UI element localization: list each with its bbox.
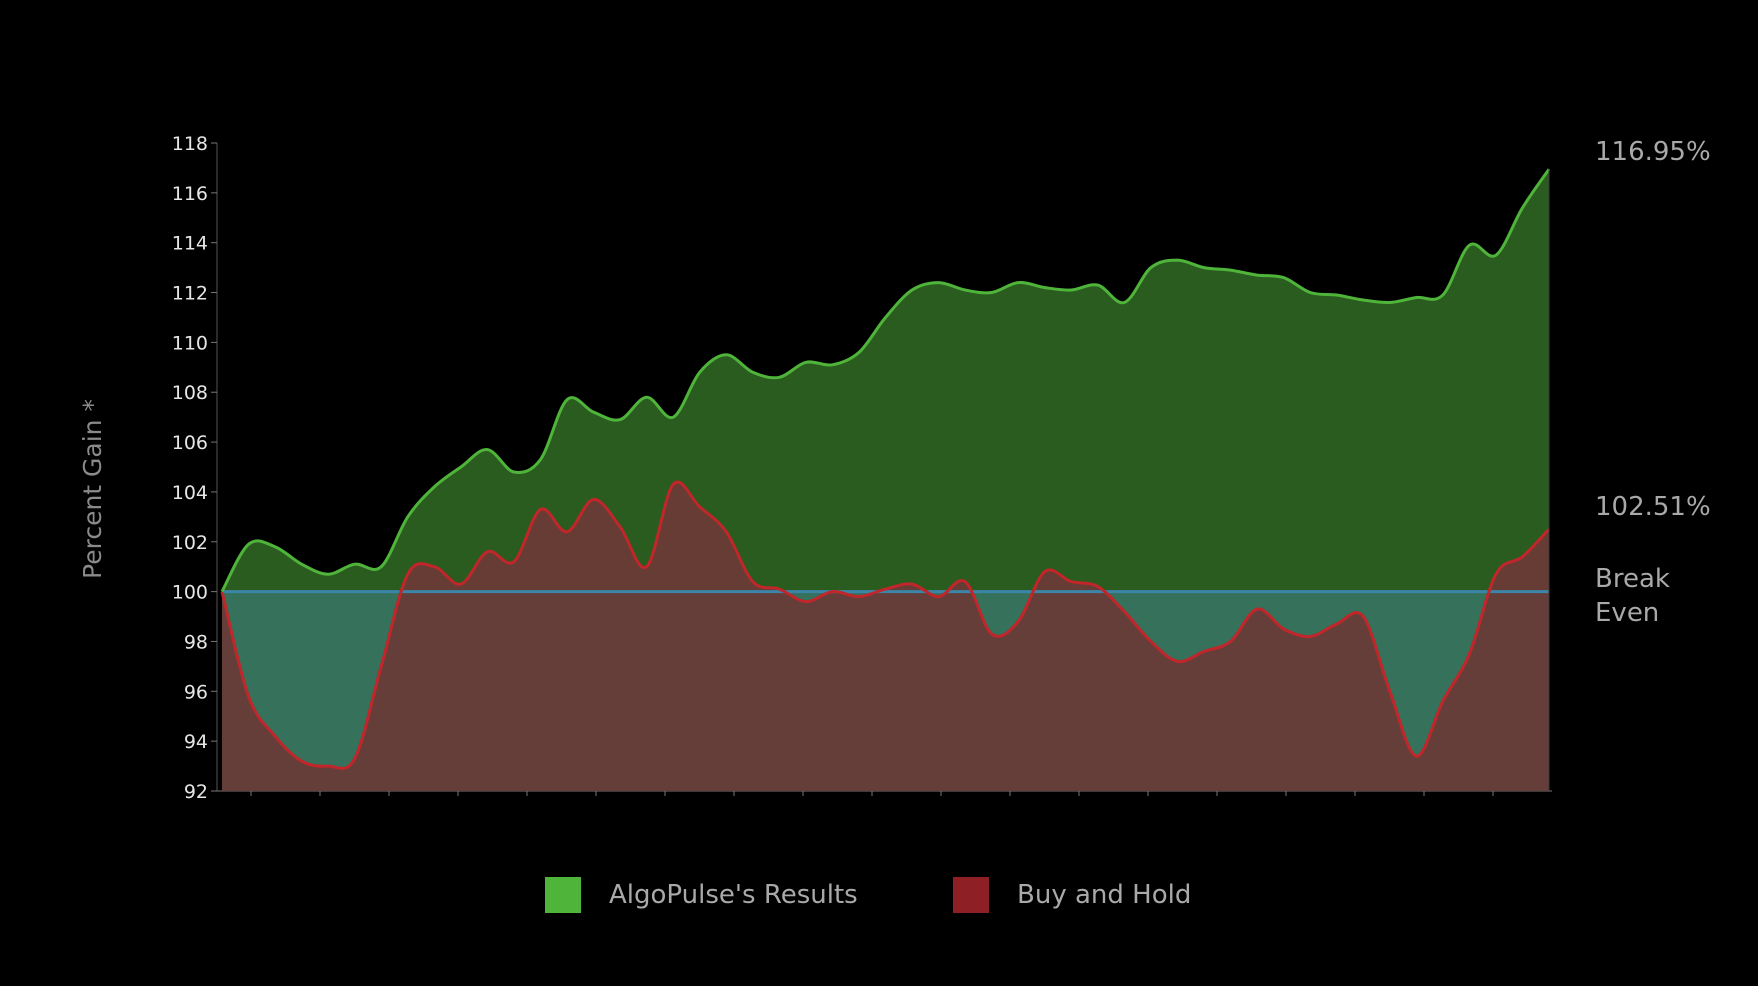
- algopulse-line: [220, 168, 1551, 593]
- legend-item-algopulse: AlgoPulse's Results: [545, 877, 858, 913]
- y-tick-label: 100: [172, 582, 208, 604]
- y-tick-label: 92: [184, 781, 208, 803]
- y-tick-label: 96: [184, 681, 208, 703]
- y-axis-label: Percent Gain *: [78, 399, 107, 579]
- y-tick-label: 112: [172, 283, 208, 305]
- legend-label-algopulse: AlgoPulse's Results: [609, 880, 858, 910]
- y-tick-label: 114: [172, 233, 208, 255]
- legend-swatch-buy-hold: [953, 877, 989, 913]
- break-even-label-line1: Break: [1595, 564, 1670, 594]
- buy-hold-line: [220, 480, 1551, 770]
- x-axis: [217, 790, 1552, 796]
- buy-hold-area: [222, 482, 1549, 791]
- buy-hold-end-label: 102.51%: [1595, 492, 1711, 522]
- legend-label-buy-hold: Buy and Hold: [1017, 880, 1192, 910]
- algopulse-end-label: 116.95%: [1595, 137, 1711, 167]
- break-even-label-line2: Even: [1595, 598, 1659, 628]
- y-tick-label: 110: [172, 332, 208, 354]
- algopulse-area: [222, 169, 1549, 592]
- y-tick-label: 104: [172, 482, 208, 504]
- y-tick-label: 116: [172, 183, 208, 205]
- y-axis: 92 94 96 98 100 102 104 106 108 110 112 114 116 118: [172, 133, 218, 803]
- legend-swatch-algopulse: [545, 877, 581, 913]
- y-tick-label: 102: [172, 532, 208, 554]
- legend: AlgoPulse's Results Buy and Hold: [0, 877, 1758, 913]
- plot-area: [220, 168, 1551, 791]
- legend-item-buy-hold: Buy and Hold: [953, 877, 1191, 913]
- y-tick-label: 94: [184, 731, 208, 753]
- y-tick-label: 106: [172, 432, 208, 454]
- y-tick-label: 108: [172, 382, 208, 404]
- y-tick-label: 118: [172, 133, 208, 155]
- y-tick-label: 98: [184, 631, 208, 653]
